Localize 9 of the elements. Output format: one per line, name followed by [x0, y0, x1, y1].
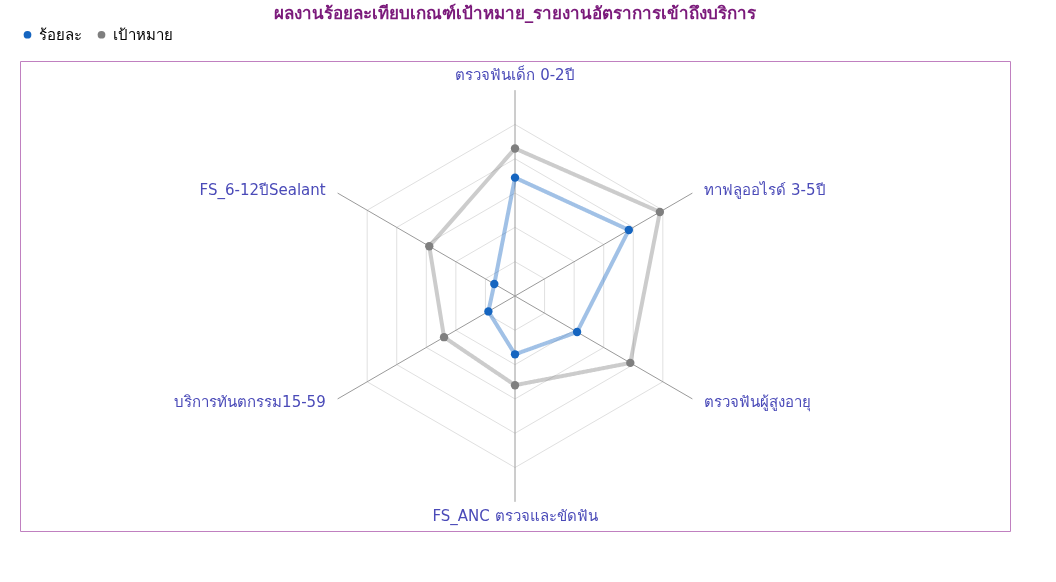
spoke-label: FS_6-12ปีSealant	[199, 180, 326, 200]
spoke-label: ตรวจฟันผู้สูงอายุ	[704, 393, 812, 413]
spoke-label: ทาฟลูออไรด์ 3-5ปี	[704, 180, 826, 199]
spoke-label: ตรวจฟันเด็ก 0-2ปี	[455, 65, 575, 85]
chart-title: ผลงานร้อยละเทียบเกณฑ์เป้าหมาย_รายงานอัตราการเข้าถึงบริการ	[273, 3, 758, 23]
spoke-label: บริการทันตกรรม15-59	[174, 393, 326, 412]
spoke-label: FS_ANC ตรวจและขัดฟัน	[432, 506, 598, 526]
legend-label: ร้อยละ	[39, 25, 82, 44]
legend-label: เป้าหมาย	[113, 25, 173, 44]
